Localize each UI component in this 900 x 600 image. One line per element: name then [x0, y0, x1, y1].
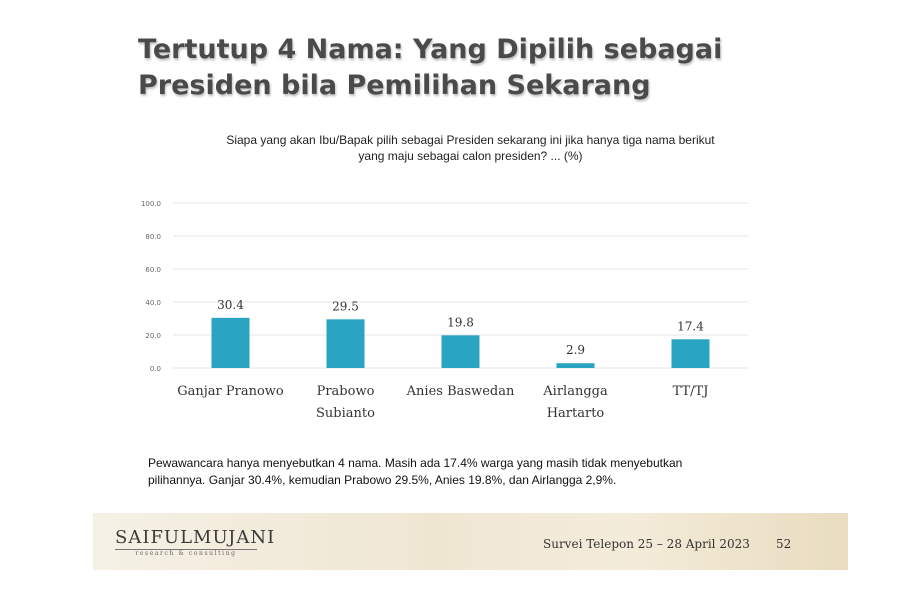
y-tick-label: 20.0 — [145, 332, 161, 340]
chart-note: Pewawancara hanya menyebutkan 4 nama. Ma… — [148, 455, 808, 489]
y-tick-label: 0.0 — [150, 365, 161, 373]
x-tick-label: Subianto — [316, 406, 375, 421]
bar — [326, 319, 365, 368]
y-tick-label: 40.0 — [145, 299, 161, 307]
bar — [556, 363, 595, 368]
chart-note-line-1: Pewawancara hanya menyebutkan 4 nama. Ma… — [148, 456, 683, 470]
slide-title-line-1: Tertutup 4 Nama: Yang Dipilih sebagai — [138, 34, 723, 65]
slide: Tertutup 4 Nama: Yang Dipilih sebagai Pr… — [93, 10, 848, 570]
data-label: 19.8 — [447, 315, 474, 329]
company-logo-text: SAIFULMUJANI — [115, 527, 276, 548]
company-logo-subtext: research & consulting — [135, 550, 237, 557]
x-tick-label: Anies Baswedan — [406, 384, 515, 399]
bar — [441, 335, 480, 368]
page-number: 52 — [776, 537, 792, 551]
y-tick-label: 80.0 — [145, 233, 161, 241]
x-tick-label: Hartarto — [547, 406, 605, 421]
data-label: 30.4 — [217, 298, 244, 312]
slide-title: Tertutup 4 Nama: Yang Dipilih sebagai Pr… — [138, 32, 722, 104]
bar — [671, 339, 710, 368]
y-tick-label: 60.0 — [145, 266, 161, 274]
data-label: 29.5 — [332, 299, 359, 313]
bar — [211, 317, 250, 368]
bar-chart: 100.0 80.0 60.0 40.0 20.0 0.0 30.4 Ganjar Prano… — [141, 200, 748, 421]
x-tick-label: Prabowo — [317, 384, 375, 399]
survey-info: Survei Telepon 25 – 28 April 2023 — [543, 537, 750, 551]
x-tick-label: Ganjar Pranowo — [177, 384, 284, 399]
company-logo: SAIFULMUJANI research & consulting — [115, 527, 275, 557]
slide-title-line-2: Presiden bila Pemilihan Sekarang — [138, 70, 651, 101]
survey-question-line-2: yang maju sebagai calon presiden? ... (%… — [358, 149, 583, 163]
x-tick-label: Airlangga — [542, 384, 608, 399]
chart-note-line-2: pilihannya. Ganjar 30.4%, kemudian Prabo… — [148, 473, 617, 487]
x-tick-label: TT/TJ — [673, 384, 709, 399]
y-tick-label: 100.0 — [141, 200, 161, 208]
survey-question-line-1: Siapa yang akan Ibu/Bapak pilih sebagai … — [226, 133, 715, 147]
slide-footer: SAIFULMUJANI research & consulting Surve… — [93, 513, 848, 570]
data-label: 2.9 — [566, 343, 585, 357]
logo-divider — [115, 549, 257, 550]
survey-question: Siapa yang akan Ibu/Bapak pilih sebagai … — [93, 132, 848, 164]
data-label: 17.4 — [677, 319, 704, 333]
